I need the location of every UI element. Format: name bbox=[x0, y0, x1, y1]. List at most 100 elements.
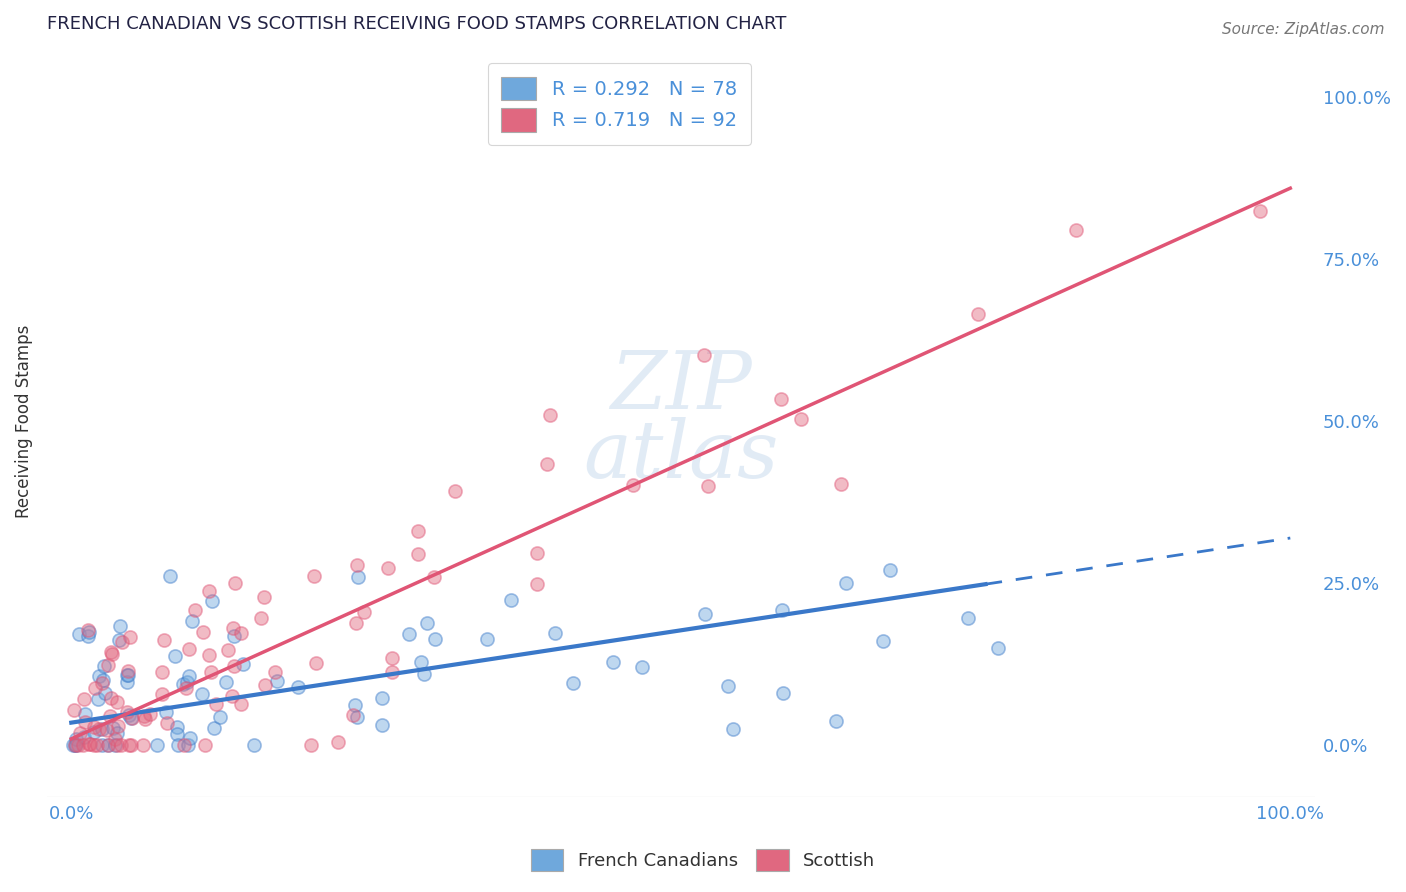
Point bbox=[117, 667, 139, 681]
Point bbox=[416, 616, 439, 631]
Point bbox=[409, 655, 432, 669]
Point bbox=[177, 739, 200, 753]
Point bbox=[253, 591, 276, 605]
Point bbox=[173, 739, 195, 753]
Point bbox=[299, 739, 322, 753]
Point bbox=[76, 629, 98, 643]
Text: FRENCH CANADIAN VS SCOTTISH RECEIVING FOOD STAMPS CORRELATION CHART: FRENCH CANADIAN VS SCOTTISH RECEIVING FO… bbox=[46, 15, 786, 33]
Point bbox=[423, 569, 446, 583]
Point bbox=[191, 687, 214, 701]
Point bbox=[224, 629, 246, 643]
Point bbox=[159, 569, 181, 583]
Point bbox=[179, 669, 201, 683]
Point bbox=[69, 725, 91, 739]
Point bbox=[165, 649, 187, 664]
Point bbox=[166, 739, 188, 753]
Point bbox=[118, 631, 141, 645]
Point bbox=[73, 730, 96, 744]
Point bbox=[956, 611, 979, 625]
Point bbox=[134, 712, 156, 726]
Point bbox=[77, 625, 100, 640]
Point bbox=[156, 715, 179, 730]
Point bbox=[100, 690, 122, 705]
Point bbox=[65, 739, 87, 753]
Point bbox=[97, 739, 120, 753]
Point bbox=[93, 686, 115, 700]
Legend: R = 0.292   N = 78, R = 0.719   N = 92: R = 0.292 N = 78, R = 0.719 N = 92 bbox=[488, 63, 751, 145]
Point bbox=[176, 681, 198, 695]
Point bbox=[266, 673, 288, 688]
Point bbox=[177, 642, 200, 657]
Point bbox=[104, 732, 127, 747]
Point bbox=[198, 584, 221, 599]
Point bbox=[105, 739, 128, 753]
Text: ZIP
atlas: ZIP atlas bbox=[583, 349, 779, 494]
Point bbox=[110, 619, 132, 633]
Point bbox=[444, 483, 467, 498]
Point bbox=[107, 718, 129, 732]
Point bbox=[181, 614, 204, 628]
Point bbox=[790, 412, 813, 426]
Point bbox=[96, 723, 118, 737]
Point bbox=[97, 739, 120, 753]
Point bbox=[1066, 223, 1088, 237]
Point bbox=[536, 457, 558, 471]
Point bbox=[879, 563, 901, 577]
Point bbox=[353, 605, 375, 619]
Point bbox=[721, 723, 744, 737]
Point bbox=[166, 720, 188, 734]
Point bbox=[121, 711, 143, 725]
Point bbox=[202, 721, 225, 735]
Point bbox=[101, 647, 124, 661]
Point bbox=[772, 686, 794, 700]
Point bbox=[90, 676, 112, 690]
Point bbox=[412, 666, 434, 681]
Point bbox=[526, 577, 548, 591]
Point bbox=[872, 634, 894, 648]
Point bbox=[693, 348, 716, 362]
Point bbox=[152, 633, 174, 648]
Point bbox=[377, 561, 399, 575]
Point bbox=[222, 659, 245, 673]
Point bbox=[107, 632, 129, 647]
Point bbox=[62, 703, 84, 717]
Point bbox=[118, 707, 141, 722]
Point bbox=[770, 603, 793, 617]
Point bbox=[769, 392, 792, 406]
Point bbox=[194, 739, 217, 753]
Point bbox=[134, 708, 156, 723]
Point bbox=[221, 689, 243, 703]
Point bbox=[155, 705, 177, 719]
Point bbox=[326, 735, 349, 749]
Point bbox=[717, 679, 740, 693]
Point bbox=[67, 627, 90, 641]
Point bbox=[344, 698, 367, 712]
Point bbox=[166, 727, 188, 741]
Y-axis label: Receiving Food Stamps: Receiving Food Stamps bbox=[15, 325, 32, 518]
Point bbox=[146, 739, 169, 753]
Point bbox=[98, 708, 121, 723]
Point bbox=[475, 632, 498, 646]
Point bbox=[172, 677, 194, 691]
Point bbox=[423, 632, 446, 646]
Point bbox=[370, 691, 392, 706]
Point bbox=[987, 640, 1010, 655]
Point bbox=[115, 675, 138, 690]
Point bbox=[602, 655, 624, 669]
Point bbox=[83, 739, 105, 753]
Point bbox=[264, 665, 287, 679]
Point bbox=[406, 547, 429, 561]
Point bbox=[346, 558, 368, 573]
Point bbox=[65, 732, 87, 747]
Point bbox=[381, 651, 404, 665]
Point bbox=[346, 710, 368, 724]
Point bbox=[150, 687, 173, 701]
Point bbox=[208, 710, 231, 724]
Point bbox=[63, 739, 86, 753]
Point bbox=[83, 720, 105, 734]
Point bbox=[184, 603, 207, 617]
Point bbox=[215, 674, 238, 689]
Point bbox=[381, 665, 404, 680]
Legend: French Canadians, Scottish: French Canadians, Scottish bbox=[523, 842, 883, 879]
Point bbox=[79, 737, 101, 751]
